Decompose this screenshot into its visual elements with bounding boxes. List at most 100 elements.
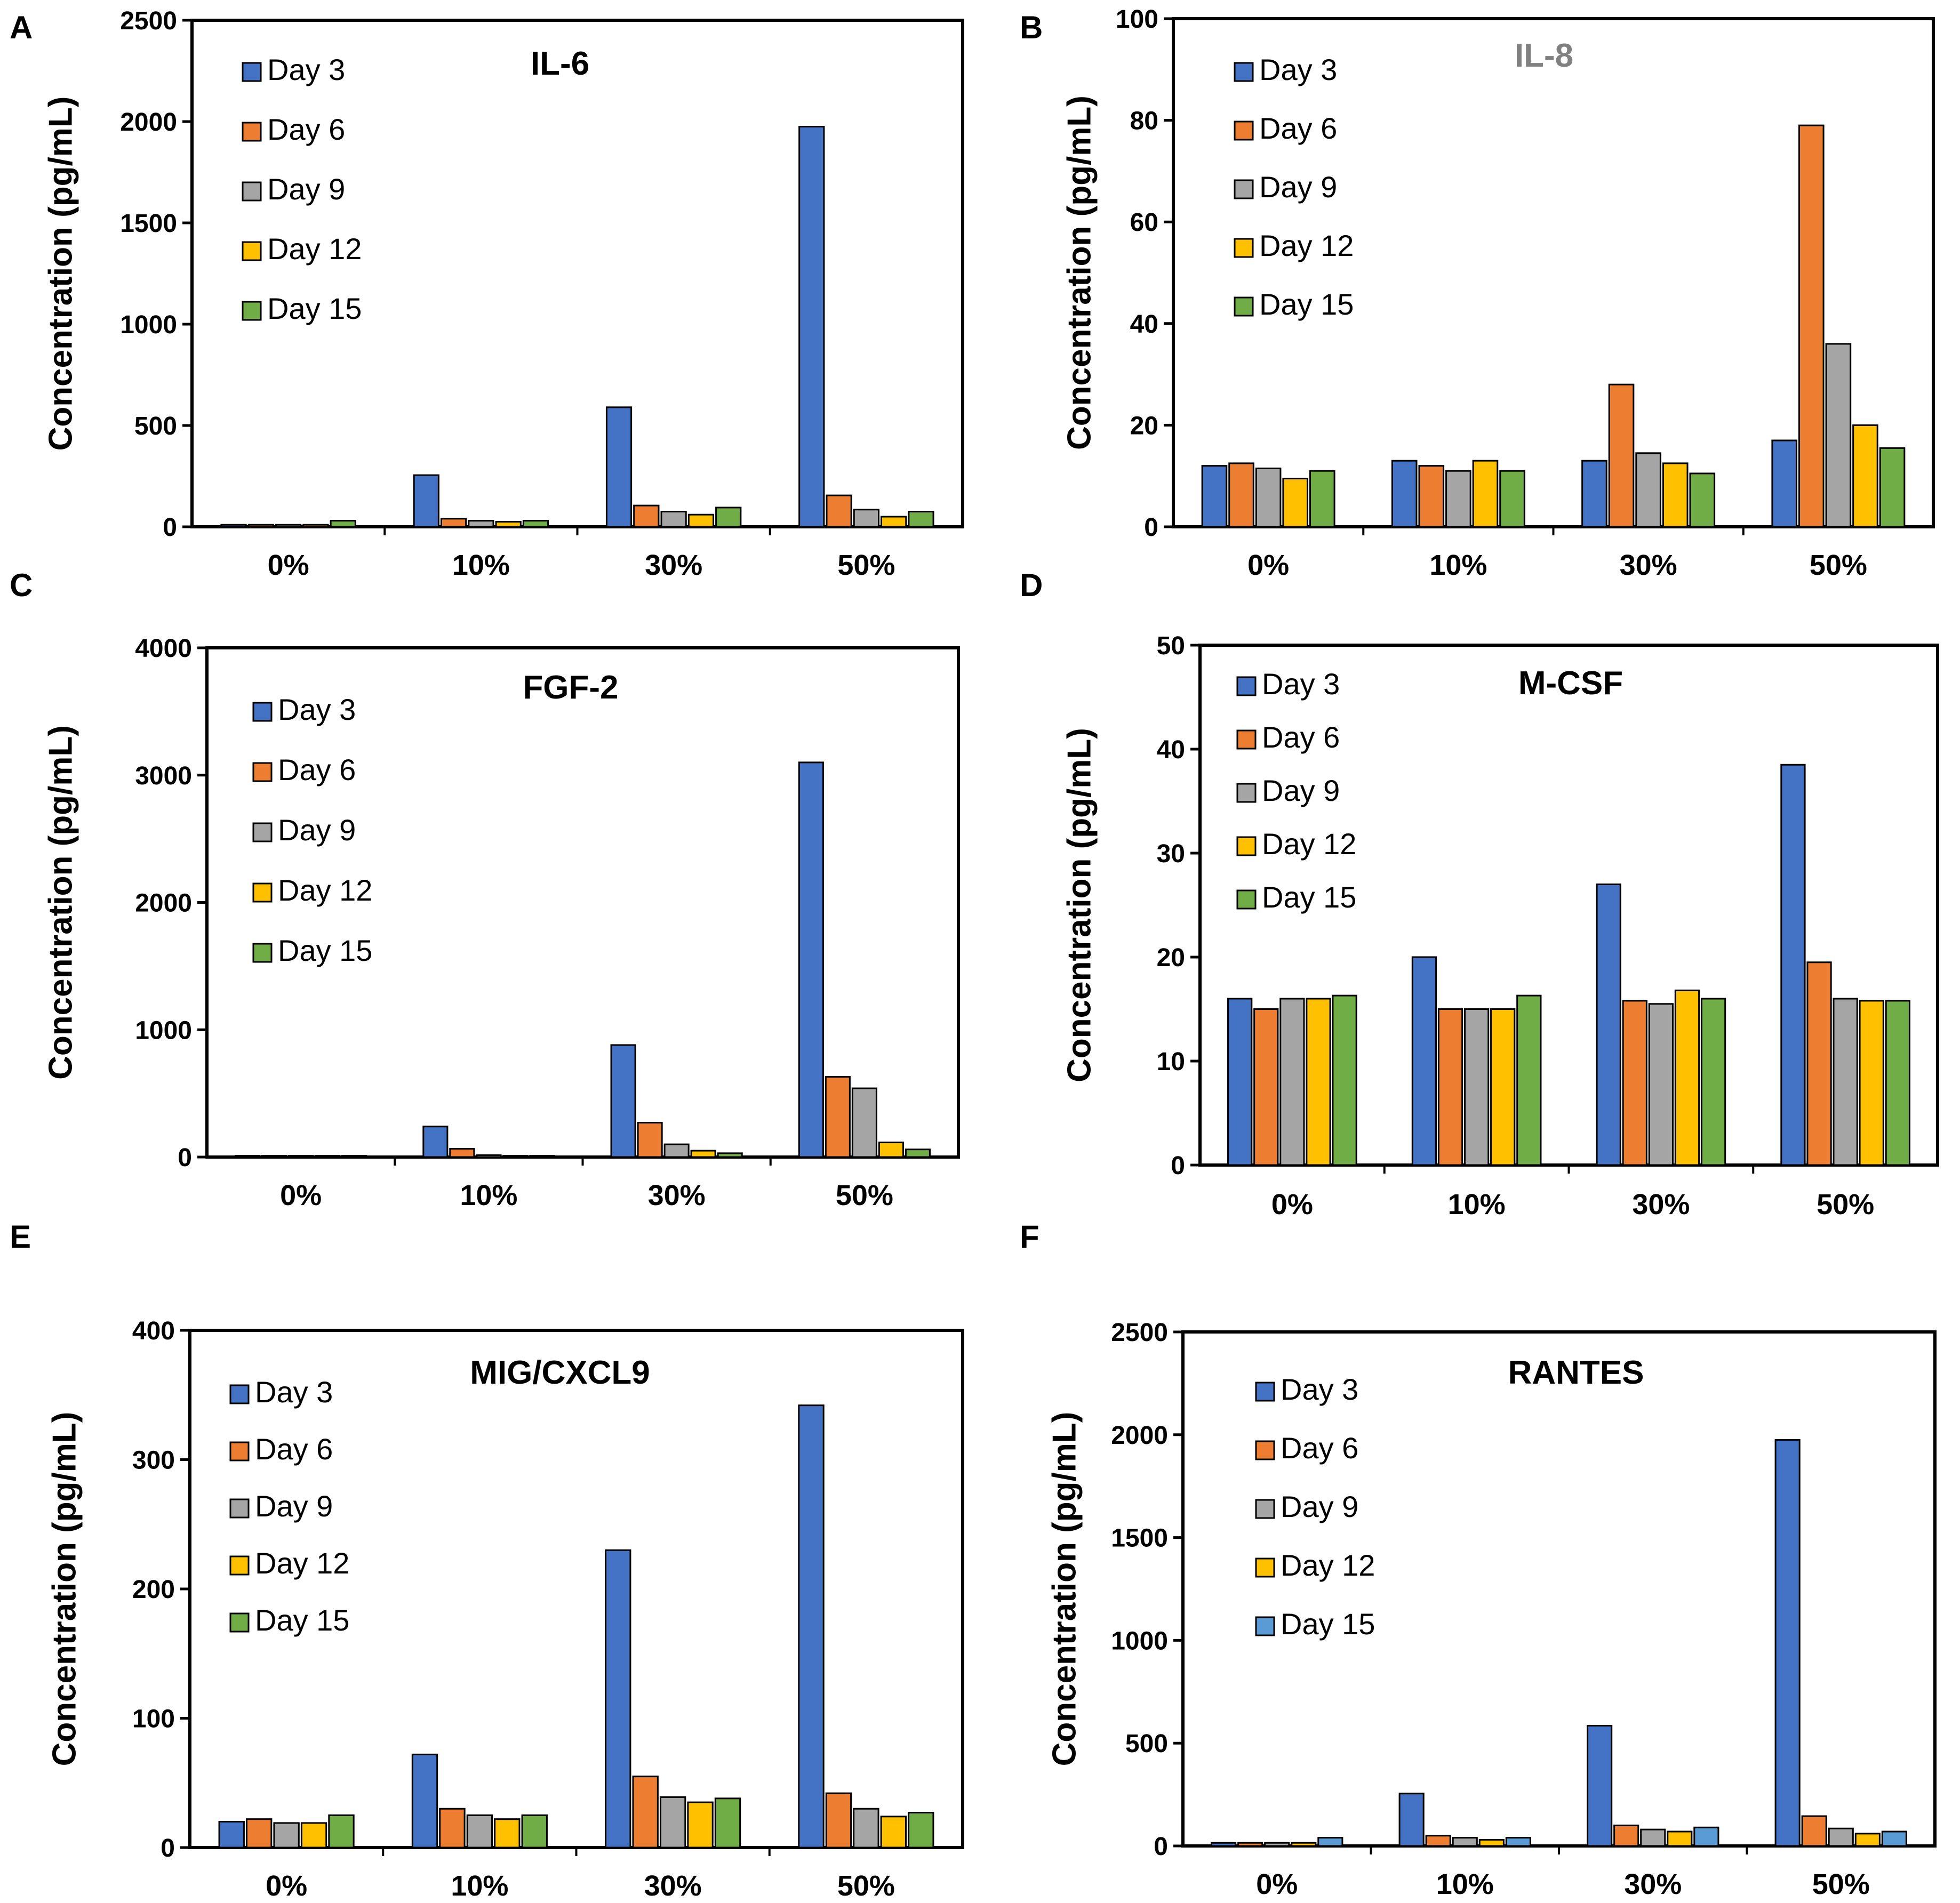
- chart-title: FGF-2: [523, 669, 618, 706]
- x-tick-label: 30%: [1632, 1189, 1690, 1221]
- bar-day-6-0: [1228, 462, 1254, 528]
- bar-day-15-50: [908, 511, 934, 528]
- bar-day-15-10: [1516, 994, 1542, 1166]
- bar-day-12-0: [1291, 1842, 1317, 1847]
- legend-swatch-day-15: [1255, 1616, 1275, 1636]
- panel-letter-d: D: [1020, 567, 1043, 603]
- bar-day-3-50: [798, 126, 825, 528]
- y-tick-label: 30: [1157, 840, 1185, 868]
- y-axis-label: Concentration (pg/mL): [1046, 1412, 1083, 1767]
- bar-day-6-30: [1608, 383, 1635, 528]
- bar-day-3-30: [605, 1549, 631, 1849]
- bar-day-15-30: [1700, 998, 1726, 1166]
- y-tick-label: 1500: [120, 210, 177, 238]
- bar-day-3-10: [1391, 460, 1418, 528]
- bar-day-6-10: [439, 1808, 466, 1849]
- bar-day-12-10: [1472, 460, 1499, 528]
- panel-letter-c: C: [10, 567, 33, 603]
- bar-day-3-50: [798, 1404, 825, 1849]
- bar-day-12-0: [1306, 998, 1331, 1166]
- y-tick-label: 100: [1116, 5, 1158, 34]
- bar-day-15-50: [905, 1149, 931, 1158]
- bar-day-9-30: [1635, 452, 1661, 528]
- y-axis-label: Concentration (pg/mL): [42, 725, 79, 1080]
- y-axis-label: Concentration (pg/mL): [1061, 95, 1098, 450]
- legend-label-day-6: Day 6: [1262, 720, 1340, 754]
- bar-day-3-10: [413, 474, 439, 528]
- legend-swatch-day-12: [1234, 238, 1254, 258]
- bar-day-15-10: [1499, 470, 1525, 528]
- panel-letter-e: E: [10, 1219, 31, 1255]
- legend-swatch-day-6: [1255, 1440, 1275, 1460]
- y-tick-label: 2500: [120, 7, 177, 35]
- legend-swatch-day-15: [229, 1612, 250, 1633]
- bar-day-3-0: [218, 1821, 245, 1849]
- bar-day-6-30: [633, 504, 660, 528]
- bar-day-12-30: [1674, 989, 1700, 1166]
- bar-day-15-30: [1693, 1826, 1719, 1847]
- x-tick-label: 30%: [1620, 549, 1677, 581]
- bar-day-12-50: [878, 1142, 904, 1158]
- x-tick-label: 10%: [1429, 549, 1487, 581]
- bar-day-12-50: [881, 516, 907, 528]
- bar-day-6-10: [440, 518, 467, 528]
- panel-letter-a: A: [10, 10, 33, 45]
- legend-label-day-15: Day 15: [278, 934, 372, 967]
- bar-day-3-10: [1411, 956, 1437, 1166]
- bar-day-12-50: [1854, 1833, 1881, 1847]
- legend-label-day-15: Day 15: [1262, 880, 1356, 914]
- bar-day-3-10: [411, 1753, 438, 1849]
- legend-label-day-12: Day 12: [1262, 827, 1356, 861]
- legend-label-day-12: Day 12: [255, 1546, 349, 1580]
- bar-day-15-10: [522, 520, 549, 528]
- legend-swatch-day-6: [242, 122, 262, 142]
- y-tick-label: 60: [1130, 208, 1158, 237]
- legend-label-day-15: Day 15: [255, 1603, 349, 1637]
- legend-label-day-3: Day 3: [278, 693, 356, 726]
- y-tick-label: 0: [178, 1144, 192, 1172]
- bar-day-9-50: [1828, 1827, 1854, 1847]
- panel-letter-b: B: [1020, 10, 1043, 45]
- chart-fgf-2: 0 1000 2000 3000 4000 Concentration (pg/mL) FG…: [42, 635, 960, 1211]
- bar-day-6-10: [1425, 1835, 1451, 1847]
- legend-swatch-day-6: [252, 762, 273, 782]
- bar-day-9-10: [476, 1154, 502, 1158]
- x-tick-label: 50%: [836, 1179, 893, 1211]
- bar-day-3-10: [1398, 1793, 1425, 1847]
- bar-day-12-50: [1859, 1000, 1884, 1166]
- bar-day-12-10: [1490, 1008, 1516, 1166]
- x-tick-label: 0%: [266, 1870, 307, 1902]
- bar-day-15-50: [1879, 447, 1906, 528]
- legend-label-day-12: Day 12: [1281, 1548, 1375, 1582]
- legend-label-day-9: Day 9: [1281, 1490, 1358, 1523]
- legend-swatch-day-12: [1255, 1557, 1275, 1578]
- bar-day-15-50: [1885, 1000, 1910, 1166]
- legend-swatch-day-15: [252, 943, 273, 963]
- x-tick-label: 10%: [1436, 1868, 1494, 1900]
- y-tick-label: 0: [1171, 1152, 1185, 1180]
- bar-day-6-50: [1798, 124, 1825, 528]
- y-tick-label: 0: [163, 513, 177, 542]
- bar-day-6-0: [247, 524, 274, 528]
- bar-day-15-30: [717, 1152, 743, 1158]
- legend-label-day-3: Day 3: [1259, 53, 1337, 86]
- legend-swatch-day-6: [1236, 729, 1257, 750]
- bar-day-9-30: [1640, 1828, 1666, 1847]
- y-tick-label: 0: [1144, 513, 1158, 542]
- legend-swatch-day-9: [242, 181, 262, 202]
- bar-day-6-0: [1237, 1842, 1263, 1847]
- x-tick-label: 10%: [452, 549, 510, 581]
- bar-day-15-50: [1881, 1830, 1907, 1847]
- y-tick-label: 20: [1157, 944, 1185, 972]
- y-tick-label: 1000: [120, 311, 177, 339]
- bar-day-12-30: [690, 1150, 716, 1158]
- bar-day-15-0: [1317, 1837, 1343, 1847]
- bar-day-9-30: [660, 511, 687, 528]
- bar-day-9-10: [468, 520, 494, 528]
- legend-label-day-6: Day 6: [1281, 1431, 1358, 1465]
- bar-day-15-0: [341, 1155, 367, 1158]
- legend-label-day-6: Day 6: [255, 1432, 333, 1466]
- bar-day-12-10: [494, 1818, 521, 1849]
- bar-day-12-30: [687, 513, 715, 528]
- chart-title: RANTES: [1508, 1354, 1644, 1391]
